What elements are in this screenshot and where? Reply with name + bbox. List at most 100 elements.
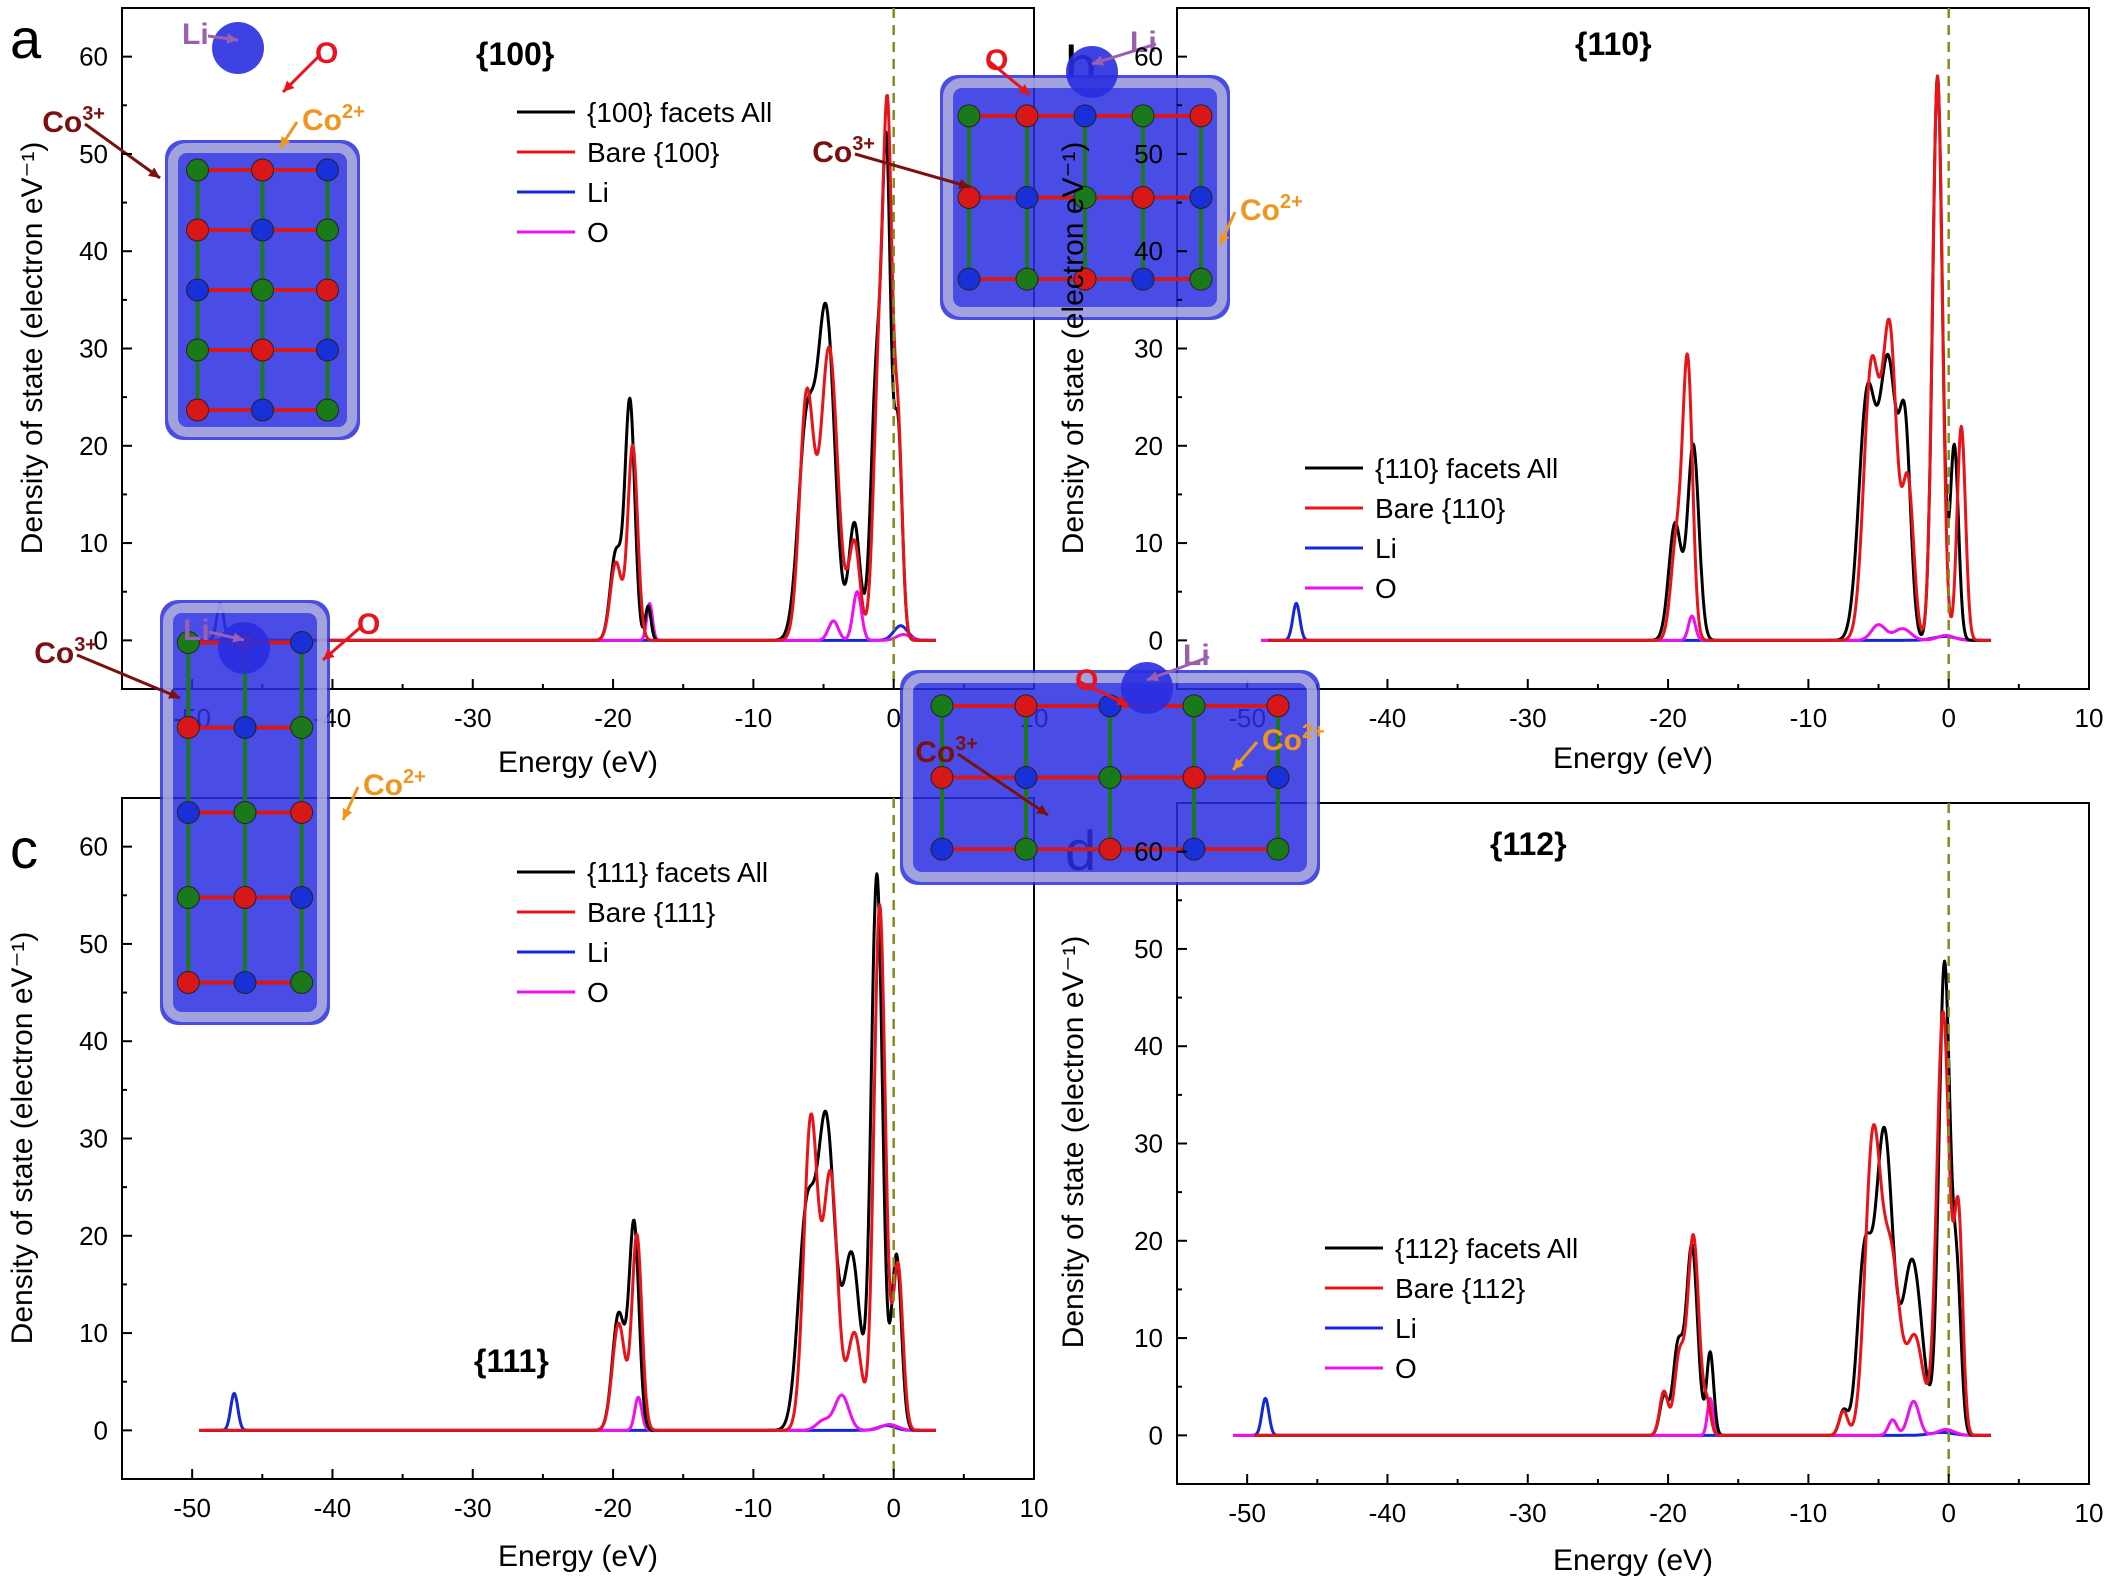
- atom: [233, 886, 257, 909]
- atom: [233, 971, 257, 994]
- atom: [251, 278, 274, 302]
- atom: [1073, 267, 1097, 291]
- inset-arrowhead-o: [323, 648, 335, 660]
- series-bare: [198, 903, 937, 1432]
- atom: [1014, 837, 1038, 861]
- x-tick-label: 0: [886, 703, 900, 733]
- x-axis-label: Energy (eV): [1553, 1544, 1713, 1577]
- inset-arrowhead-co3: [148, 167, 160, 178]
- legend-label: Li: [1395, 1313, 1417, 1344]
- legend-label: Bare {111}: [587, 897, 715, 928]
- y-tick-label: 10: [79, 1318, 108, 1348]
- inset-label-co2: Co2+: [1240, 191, 1303, 227]
- legend: {111} facets All Bare {111} Li O: [517, 857, 768, 1008]
- atom: [1098, 837, 1122, 861]
- inset-label-o: O: [985, 44, 1008, 77]
- atom: [290, 886, 314, 909]
- atom: [1014, 766, 1038, 789]
- y-tick-label: 60: [1134, 42, 1163, 72]
- y-tick-label: 30: [79, 1124, 108, 1154]
- y-tick-label: 10: [79, 528, 108, 558]
- y-tick-label: 40: [1134, 1031, 1163, 1061]
- y-tick-label: 10: [1134, 528, 1163, 558]
- atom: [316, 158, 339, 182]
- inset-arrow-co3: [854, 152, 971, 189]
- inset-arrowhead-co3: [958, 179, 970, 190]
- x-axis-label: Energy (eV): [498, 1540, 658, 1573]
- series-li: [205, 1391, 937, 1432]
- series-o: [1260, 614, 1992, 642]
- x-tick-label: -40: [1369, 1498, 1407, 1528]
- facet-title: {111}: [474, 1343, 549, 1379]
- panel-letter-a: a: [10, 7, 42, 70]
- atom: [930, 694, 954, 718]
- x-tick-label: 10: [1020, 1493, 1049, 1523]
- atom: [186, 218, 209, 242]
- inset-label-li: Li: [1130, 26, 1157, 59]
- atom: [251, 158, 274, 182]
- legend-label: Li: [587, 937, 609, 968]
- x-tick-label: 10: [2075, 1498, 2104, 1528]
- atom: [957, 104, 981, 128]
- atom: [1266, 766, 1290, 789]
- x-axis-label: Energy (eV): [498, 746, 658, 779]
- atom: [1189, 267, 1213, 291]
- inset-label-o: O: [357, 608, 380, 641]
- y-tick-label: 50: [1134, 139, 1163, 169]
- legend-label: O: [1395, 1353, 1417, 1384]
- y-tick-label: 0: [1149, 1420, 1163, 1450]
- inset-label-li: Li: [183, 614, 210, 647]
- series-layer: [1232, 803, 1992, 1484]
- facet-title: {100}: [476, 36, 554, 72]
- atom: [1182, 694, 1206, 718]
- x-tick-label: -20: [594, 1493, 632, 1523]
- series-li: [1260, 601, 1992, 642]
- x-tick-label: -30: [1509, 1498, 1547, 1528]
- inset-label-li: Li: [1183, 639, 1210, 672]
- x-tick-label: -20: [594, 703, 632, 733]
- x-tick-label: -30: [1509, 703, 1547, 733]
- atom: [290, 716, 314, 739]
- atom: [1182, 837, 1206, 861]
- atom: [1073, 186, 1097, 209]
- panel-letter-c: c: [10, 817, 38, 880]
- x-tick-label: -30: [454, 1493, 492, 1523]
- y-tick-label: 40: [1134, 236, 1163, 266]
- atom: [233, 801, 257, 824]
- legend: {100} facets All Bare {100} Li O: [517, 97, 772, 248]
- legend-label: Bare {112}: [1395, 1273, 1525, 1304]
- atom: [176, 971, 200, 994]
- facet-title: {110}: [1575, 26, 1652, 62]
- inset-arrowhead-co2: [342, 808, 353, 820]
- atom: [176, 886, 200, 909]
- y-axis-label: Density of state (electron eV⁻¹): [6, 932, 39, 1345]
- atom: [1266, 837, 1290, 861]
- atom: [186, 278, 209, 302]
- inset-label-co2: Co2+: [363, 766, 426, 802]
- inset-label-co3: Co3+: [34, 634, 97, 670]
- x-tick-label: -10: [1790, 1498, 1828, 1528]
- x-tick-label: 0: [1941, 1498, 1955, 1528]
- y-tick-label: 10: [1134, 1323, 1163, 1353]
- y-axis-label: Density of state (electron eV⁻¹): [16, 142, 49, 555]
- adsorbed-li-isosurface: [1066, 46, 1118, 98]
- adsorbed-li-isosurface: [212, 22, 264, 74]
- x-tick-label: -50: [173, 1493, 211, 1523]
- legend-label: Li: [587, 177, 609, 208]
- x-tick-label: -10: [735, 703, 773, 733]
- y-axis-label: Density of state (electron eV⁻¹): [1057, 936, 1090, 1349]
- y-tick-label: 60: [1134, 837, 1163, 867]
- legend-label: {112} facets All: [1395, 1233, 1578, 1264]
- isosurface-outline: [163, 603, 327, 1022]
- y-tick-label: 60: [79, 42, 108, 72]
- atom: [1014, 694, 1038, 718]
- y-tick-label: 50: [79, 929, 108, 959]
- y-tick-label: 40: [79, 1026, 108, 1056]
- atom: [1189, 186, 1213, 209]
- x-tick-label: 0: [1941, 703, 1955, 733]
